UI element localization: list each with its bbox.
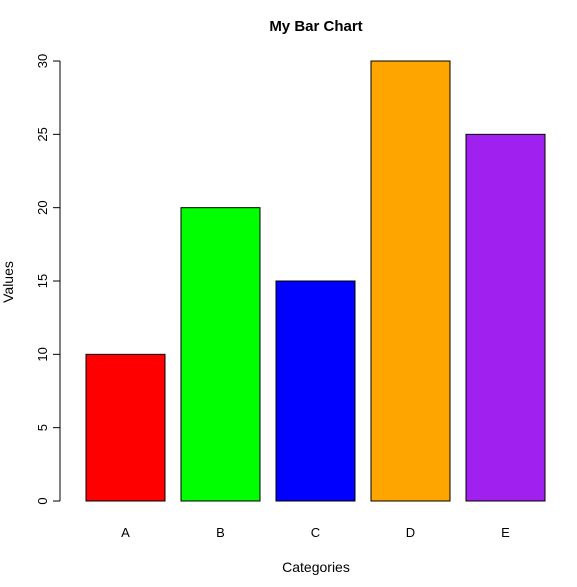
x-tick-label: D xyxy=(406,525,415,540)
bars-group xyxy=(85,60,546,502)
chart-title: My Bar Chart xyxy=(269,18,362,35)
x-tick-label: B xyxy=(216,525,225,540)
y-tick-label: 5 xyxy=(35,424,50,431)
bar-A xyxy=(85,353,166,502)
y-axis-label: Values xyxy=(0,261,16,303)
x-axis-tick-labels: A B C D E xyxy=(121,525,510,540)
y-axis: 0 5 10 15 20 25 30 xyxy=(35,54,61,505)
y-tick-label: 0 xyxy=(35,497,50,504)
bar-C xyxy=(275,280,356,502)
bar-E xyxy=(465,133,546,502)
y-tick-label: 10 xyxy=(35,347,50,361)
x-axis-label: Categories xyxy=(282,559,350,575)
x-tick-label: E xyxy=(501,525,510,540)
y-tick-label: 30 xyxy=(35,54,50,68)
bar-D xyxy=(370,60,451,502)
x-tick-label: C xyxy=(311,525,320,540)
x-tick-label: A xyxy=(121,525,130,540)
y-tick-label: 25 xyxy=(35,127,50,141)
bar-B xyxy=(180,207,261,502)
y-tick-label: 20 xyxy=(35,200,50,214)
y-tick-label: 15 xyxy=(35,274,50,288)
